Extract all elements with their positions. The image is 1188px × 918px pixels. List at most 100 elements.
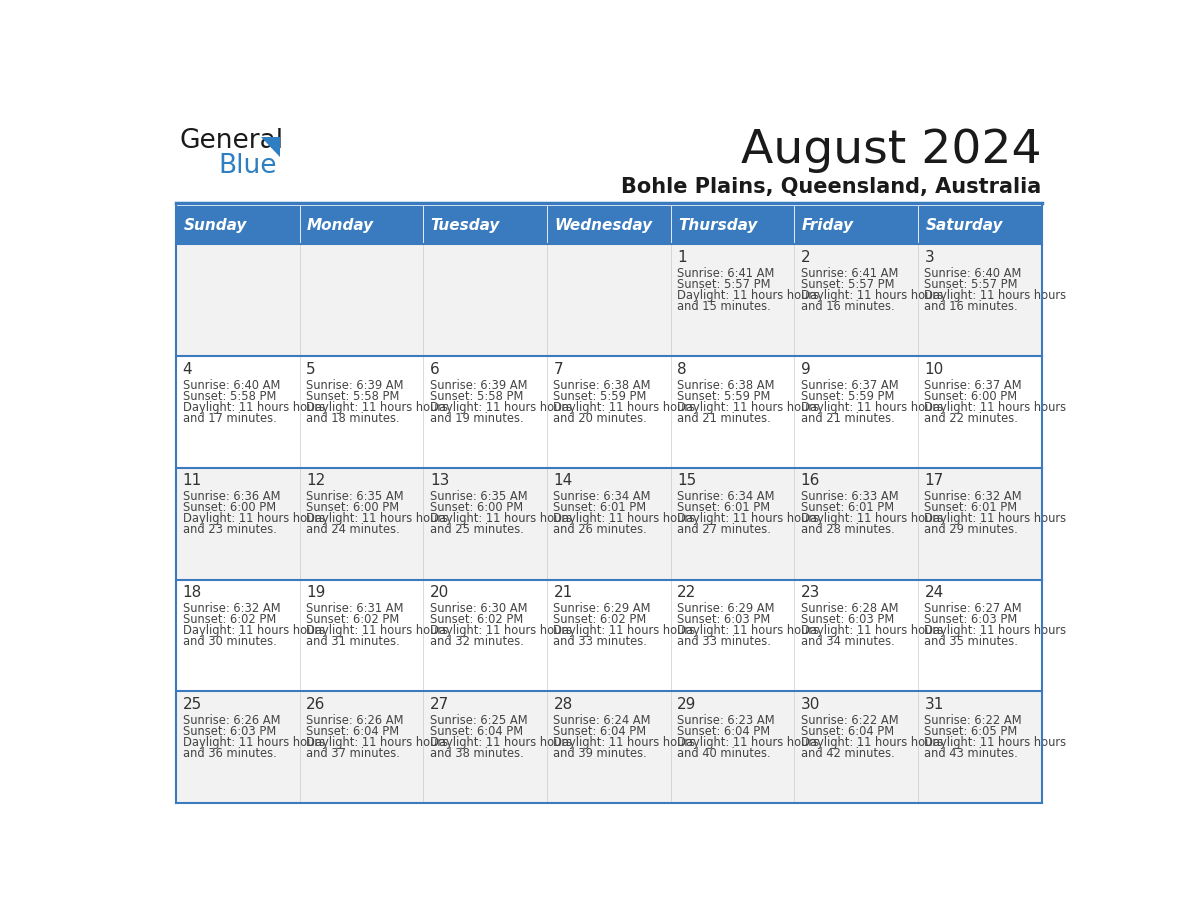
Text: and 29 minutes.: and 29 minutes. [924,523,1018,536]
Text: and 21 minutes.: and 21 minutes. [677,411,771,425]
Text: Sunset: 6:01 PM: Sunset: 6:01 PM [554,501,646,514]
Text: Daylight: 11 hours hours: Daylight: 11 hours hours [801,735,943,749]
Text: and 35 minutes.: and 35 minutes. [924,635,1018,648]
Text: 10: 10 [924,362,943,376]
Text: Sunrise: 6:35 AM: Sunrise: 6:35 AM [430,490,527,503]
Text: 4: 4 [183,362,192,376]
Text: and 32 minutes.: and 32 minutes. [430,635,524,648]
Text: Sunset: 5:58 PM: Sunset: 5:58 PM [307,390,399,403]
Text: Sunrise: 6:22 AM: Sunrise: 6:22 AM [801,714,898,727]
Text: Sunrise: 6:34 AM: Sunrise: 6:34 AM [677,490,775,503]
Text: Sunset: 6:03 PM: Sunset: 6:03 PM [183,725,276,738]
Text: and 38 minutes.: and 38 minutes. [430,746,524,760]
Text: and 23 minutes.: and 23 minutes. [183,523,277,536]
Text: Sunrise: 6:26 AM: Sunrise: 6:26 AM [307,714,404,727]
Text: 19: 19 [307,585,326,600]
Text: 20: 20 [430,585,449,600]
Text: Daylight: 11 hours hours: Daylight: 11 hours hours [801,512,943,525]
Text: Daylight: 11 hours hours: Daylight: 11 hours hours [677,624,820,637]
Text: and 27 minutes.: and 27 minutes. [677,523,771,536]
Text: Daylight: 11 hours hours: Daylight: 11 hours hours [183,735,324,749]
Text: Daylight: 11 hours hours: Daylight: 11 hours hours [924,289,1067,302]
Text: Sunrise: 6:41 AM: Sunrise: 6:41 AM [677,267,775,280]
Text: Daylight: 11 hours hours: Daylight: 11 hours hours [430,512,571,525]
Text: Sunset: 6:02 PM: Sunset: 6:02 PM [430,613,523,626]
Text: Sunrise: 6:24 AM: Sunrise: 6:24 AM [554,714,651,727]
Text: Sunset: 6:04 PM: Sunset: 6:04 PM [430,725,523,738]
Text: Sunset: 5:59 PM: Sunset: 5:59 PM [554,390,646,403]
Text: Daylight: 11 hours hours: Daylight: 11 hours hours [801,400,943,414]
Text: Sunset: 6:00 PM: Sunset: 6:00 PM [430,501,523,514]
Text: Sunset: 6:03 PM: Sunset: 6:03 PM [801,613,895,626]
Text: 3: 3 [924,250,934,265]
Text: and 15 minutes.: and 15 minutes. [677,300,771,313]
Text: Sunset: 5:57 PM: Sunset: 5:57 PM [924,278,1018,291]
Text: and 16 minutes.: and 16 minutes. [924,300,1018,313]
Text: 9: 9 [801,362,810,376]
Text: 28: 28 [554,697,573,711]
Text: 31: 31 [924,697,943,711]
Bar [176,244,1042,356]
Text: Sunday: Sunday [183,218,247,232]
Text: and 30 minutes.: and 30 minutes. [183,635,277,648]
Text: Friday: Friday [802,218,854,232]
Bar [671,206,795,244]
Text: and 31 minutes.: and 31 minutes. [307,635,400,648]
Text: 29: 29 [677,697,696,711]
Text: and 33 minutes.: and 33 minutes. [677,635,771,648]
Text: Blue: Blue [219,152,277,179]
Text: 6: 6 [430,362,440,376]
Text: Sunrise: 6:36 AM: Sunrise: 6:36 AM [183,490,280,503]
Text: Sunset: 6:01 PM: Sunset: 6:01 PM [677,501,770,514]
Text: Sunset: 6:00 PM: Sunset: 6:00 PM [924,390,1017,403]
Text: Daylight: 11 hours hours: Daylight: 11 hours hours [801,624,943,637]
Text: Daylight: 11 hours hours: Daylight: 11 hours hours [554,400,696,414]
Text: and 24 minutes.: and 24 minutes. [307,523,400,536]
Text: 27: 27 [430,697,449,711]
Text: Daylight: 11 hours hours: Daylight: 11 hours hours [677,735,820,749]
Bar [795,206,918,244]
Text: Daylight: 11 hours hours: Daylight: 11 hours hours [677,512,820,525]
Bar [299,206,423,244]
Text: 16: 16 [801,474,820,488]
Text: Thursday: Thursday [678,218,758,232]
Text: and 22 minutes.: and 22 minutes. [924,411,1018,425]
Text: 22: 22 [677,585,696,600]
Text: Daylight: 11 hours hours: Daylight: 11 hours hours [430,400,571,414]
Text: 18: 18 [183,585,202,600]
Text: Sunrise: 6:31 AM: Sunrise: 6:31 AM [307,602,404,615]
Text: Daylight: 11 hours hours: Daylight: 11 hours hours [307,624,448,637]
Text: and 33 minutes.: and 33 minutes. [554,635,647,648]
Text: and 21 minutes.: and 21 minutes. [801,411,895,425]
Text: and 17 minutes.: and 17 minutes. [183,411,277,425]
Text: Sunrise: 6:32 AM: Sunrise: 6:32 AM [924,490,1022,503]
Text: and 43 minutes.: and 43 minutes. [924,746,1018,760]
Text: and 18 minutes.: and 18 minutes. [307,411,400,425]
Text: 26: 26 [307,697,326,711]
Text: Sunrise: 6:30 AM: Sunrise: 6:30 AM [430,602,527,615]
Text: and 36 minutes.: and 36 minutes. [183,746,277,760]
Text: 12: 12 [307,474,326,488]
Text: and 25 minutes.: and 25 minutes. [430,523,524,536]
Text: Sunset: 6:02 PM: Sunset: 6:02 PM [307,613,399,626]
Text: Sunset: 5:58 PM: Sunset: 5:58 PM [430,390,523,403]
Text: Sunrise: 6:27 AM: Sunrise: 6:27 AM [924,602,1022,615]
Text: Sunset: 6:01 PM: Sunset: 6:01 PM [924,501,1017,514]
Text: and 39 minutes.: and 39 minutes. [554,746,647,760]
Bar [176,691,1042,803]
Text: Daylight: 11 hours hours: Daylight: 11 hours hours [307,735,448,749]
Text: Saturday: Saturday [925,218,1003,232]
Text: Daylight: 11 hours hours: Daylight: 11 hours hours [183,400,324,414]
Text: Sunrise: 6:39 AM: Sunrise: 6:39 AM [307,379,404,392]
Text: Sunrise: 6:33 AM: Sunrise: 6:33 AM [801,490,898,503]
Text: Sunset: 6:00 PM: Sunset: 6:00 PM [183,501,276,514]
Text: Sunset: 5:59 PM: Sunset: 5:59 PM [677,390,771,403]
Text: and 26 minutes.: and 26 minutes. [554,523,647,536]
Text: Sunrise: 6:37 AM: Sunrise: 6:37 AM [924,379,1022,392]
Text: Daylight: 11 hours hours: Daylight: 11 hours hours [924,512,1067,525]
Polygon shape [261,137,280,157]
Text: 1: 1 [677,250,687,265]
Text: Sunset: 6:04 PM: Sunset: 6:04 PM [307,725,399,738]
Text: Sunrise: 6:40 AM: Sunrise: 6:40 AM [183,379,280,392]
Bar [176,579,1042,691]
